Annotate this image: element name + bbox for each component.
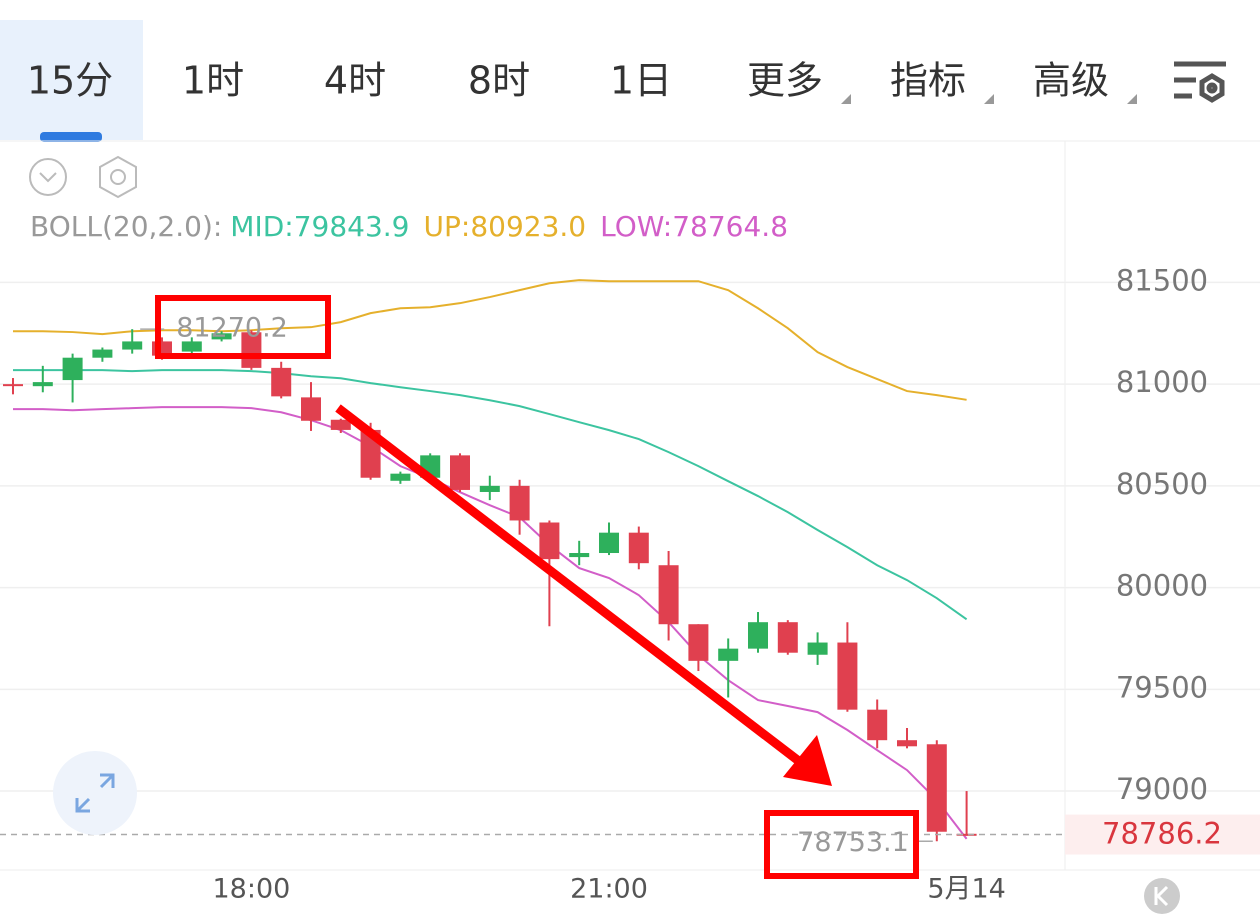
legend-entry: UP:80923.0: [424, 210, 587, 243]
last-price-label: 78786.2: [1102, 817, 1222, 851]
plot: 79000 79500 80000 80500 81000 81500 18:00 21:00…: [0, 210, 1260, 905]
candle-body: [479, 485, 500, 492]
selected-tab-indicator: [40, 132, 102, 142]
indicator-label: BOLL(20,2.0):: [30, 210, 222, 243]
candle-body: [658, 565, 679, 625]
candle-body: [837, 642, 858, 710]
candle-body: [390, 473, 411, 481]
expand-button[interactable]: [53, 751, 137, 835]
last-price-bg: [1065, 814, 1260, 855]
selected-tab-bg: [0, 20, 143, 140]
candle-body: [956, 833, 977, 836]
candle-body: [92, 349, 113, 358]
x-tick-label: 18:00: [212, 874, 290, 905]
y-tick-label: 81000: [1116, 365, 1208, 399]
candle-body: [62, 357, 83, 381]
tab[interactable]: 1日: [610, 59, 672, 103]
candle-body: [777, 622, 798, 653]
tab[interactable]: 8时: [468, 59, 530, 103]
candle-body: [3, 384, 23, 387]
candle-body: [271, 367, 292, 397]
candle-body: [688, 624, 709, 661]
candle-body: [569, 553, 590, 558]
y-tick-label: 80000: [1116, 569, 1208, 603]
dropdown-caret: [841, 94, 851, 104]
annotation-arrow: [335, 404, 832, 786]
tab-bar: 15分 1时 4时 8时 1日 更多 指标 高级: [27, 59, 1137, 104]
y-tick-label: 81500: [1116, 263, 1208, 297]
boll-line: [13, 369, 968, 621]
tab[interactable]: 指标: [890, 59, 966, 103]
candle-body: [330, 419, 351, 430]
candle-body: [181, 341, 202, 352]
tab[interactable]: 4时: [324, 59, 386, 103]
tab[interactable]: 高级: [1033, 59, 1109, 103]
x-tick-label: 21:00: [570, 874, 648, 905]
candle-body: [539, 522, 560, 560]
boll-line: [13, 279, 967, 401]
max-marker-label: 81270.2: [176, 313, 288, 344]
candle-body: [211, 333, 232, 340]
candle-body: [509, 485, 530, 521]
candle-body: [450, 455, 470, 490]
candle-body: [807, 642, 828, 655]
indicator-settings-button[interactable]: [99, 155, 137, 199]
tab[interactable]: 15分: [27, 59, 113, 103]
candle-body: [301, 397, 321, 421]
y-tick-label: 80500: [1116, 467, 1208, 501]
tab[interactable]: 1时: [182, 59, 244, 103]
candle-body: [628, 532, 649, 564]
annotation-box: [155, 295, 919, 879]
candle-body: [867, 709, 888, 741]
y-tick-label: 79500: [1116, 670, 1208, 704]
y-tick-label: 79000: [1116, 772, 1208, 806]
candle-body: [926, 744, 947, 832]
candle-body: [897, 740, 917, 747]
tab[interactable]: 更多: [747, 59, 823, 103]
boll-line: [13, 406, 968, 840]
candle-body: [122, 341, 143, 350]
min-marker-label: 78753.1: [797, 827, 909, 858]
x-tick-label: 5月14: [927, 874, 1006, 905]
k-button[interactable]: [1144, 878, 1180, 914]
legend-entry: LOW:78764.8: [600, 210, 788, 243]
dropdown-caret: [1127, 94, 1137, 104]
settings-icon[interactable]: [1174, 61, 1226, 103]
dropdown-caret: [984, 94, 994, 104]
candle-body: [599, 532, 619, 554]
candle-body: [748, 622, 768, 649]
candle-body: [32, 382, 53, 387]
legend-entry: MID:79843.9: [230, 210, 409, 243]
collapse-button[interactable]: [29, 158, 67, 196]
candle-body: [718, 648, 739, 661]
